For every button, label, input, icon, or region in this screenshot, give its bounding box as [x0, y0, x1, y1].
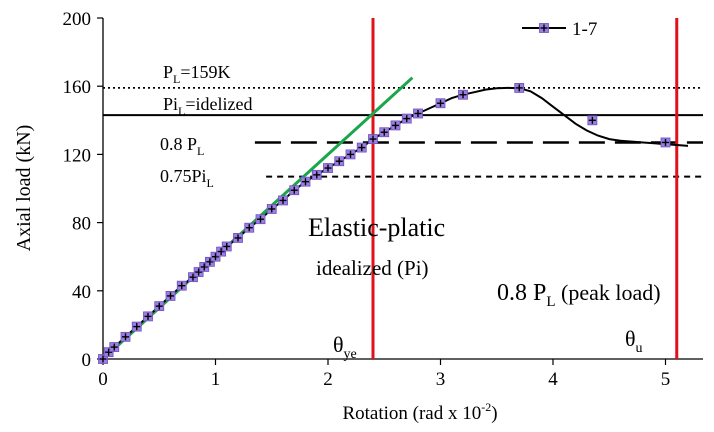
y-axis-ticks: 0 40 80 120 160 200: [63, 9, 103, 371]
y-tick-label: 160: [63, 77, 92, 98]
x-tick-label: 1: [211, 369, 221, 390]
label-peak-load-line: PL=159K: [163, 62, 231, 86]
data-point: [204, 256, 215, 267]
data-point: [165, 291, 176, 301]
y-axis-title: Axial load (kN): [13, 125, 35, 252]
data-point: [154, 301, 165, 312]
series-markers-1-7: [98, 83, 671, 364]
y-tick-label: 200: [63, 9, 92, 30]
data-point: [660, 137, 671, 148]
x-tick-label: 2: [323, 369, 333, 390]
x-tick-label: 4: [548, 369, 558, 390]
label-0-8-pl-line: 0.8 PL: [160, 134, 204, 158]
data-point: [368, 134, 378, 144]
label-idealized-line: PiL=idelized: [163, 94, 252, 118]
rotation-limit-lines: [371, 18, 679, 359]
data-point: [458, 89, 468, 100]
x-axis-ticks: 0 1 2 3 4 5: [98, 359, 670, 390]
x-tick-label: 5: [661, 369, 671, 390]
y-tick-label: 120: [63, 145, 92, 166]
data-point: [390, 120, 401, 131]
data-point: [216, 246, 227, 257]
x-tick-label: 3: [436, 369, 446, 390]
data-point: [143, 311, 153, 322]
data-point: [289, 185, 300, 196]
x-axis-title: Rotation (rad x 10-2): [342, 400, 497, 424]
data-point: [120, 331, 131, 342]
annotation-peak-load: 0.8 PL (peak load): [497, 280, 661, 310]
data-point: [311, 169, 322, 180]
data-point: [514, 83, 525, 93]
y-tick-label: 40: [72, 282, 91, 303]
data-point: [233, 233, 243, 243]
data-point: [300, 176, 311, 187]
data-point: [278, 195, 288, 206]
y-tick-label: 80: [72, 214, 91, 235]
data-point: [401, 113, 412, 124]
data-point: [199, 262, 210, 272]
data-point: [193, 267, 204, 277]
data-point: [188, 272, 198, 283]
data-point: [356, 142, 367, 153]
data-point: [131, 321, 142, 332]
data-point: [221, 241, 232, 252]
label-theta-u: θu: [625, 326, 643, 356]
data-point: [379, 127, 390, 138]
data-point: [255, 214, 266, 225]
data-point: [587, 115, 598, 126]
data-point: [413, 108, 423, 119]
legend-label: 1-7: [572, 19, 597, 40]
annotation-elastic-plastic: Elastic-platic: [308, 213, 445, 242]
label-theta-ye: θye: [333, 332, 357, 362]
data-point: [345, 149, 356, 160]
data-point: [103, 347, 114, 358]
data-point: [334, 156, 345, 167]
data-point: [109, 342, 120, 352]
legend: 1-7: [522, 19, 597, 40]
label-0-75-pil-line: 0.75PiL: [160, 166, 214, 190]
data-point: [98, 354, 108, 364]
y-tick-label: 0: [82, 350, 92, 371]
x-tick-label: 0: [98, 369, 108, 390]
data-point: [210, 251, 221, 262]
data-point: [176, 280, 187, 291]
annotation-idealized-pi: idealized (Pi): [316, 256, 429, 280]
data-point: [323, 163, 333, 173]
data-point: [266, 204, 277, 214]
data-point: [435, 98, 446, 109]
data-point: [244, 222, 255, 233]
